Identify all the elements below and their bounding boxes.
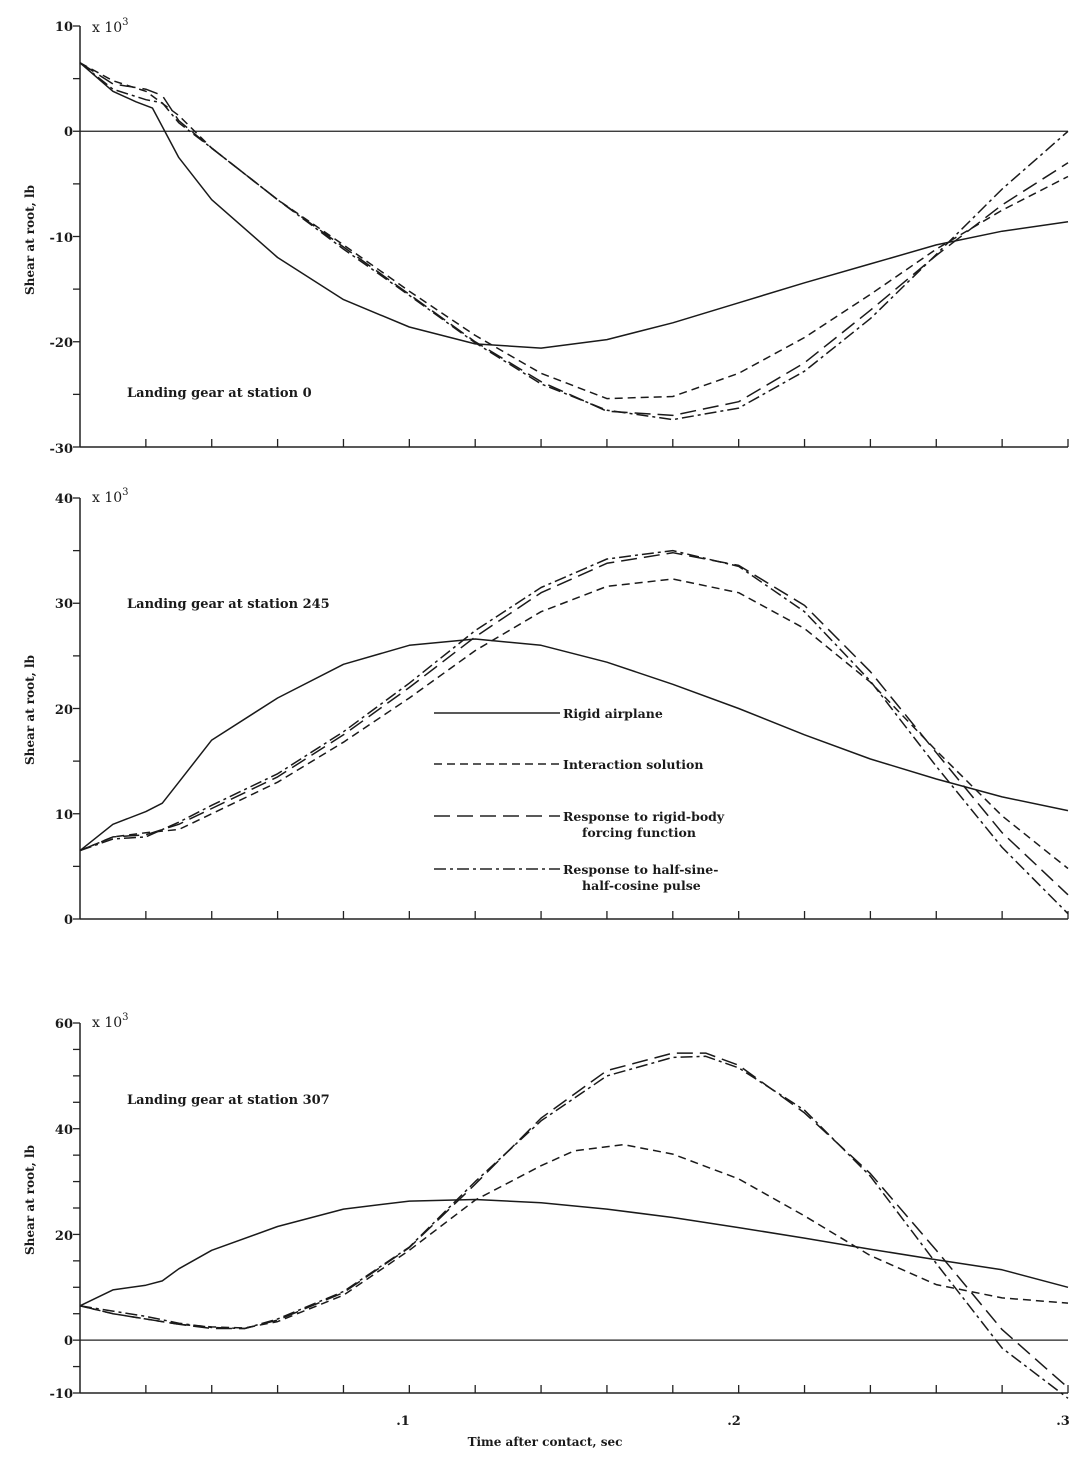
- series-line-dash: [79, 62, 1069, 400]
- series-line-dash: [79, 578, 1069, 870]
- y-tick-label: -20: [50, 336, 74, 351]
- panel-station-245: Landing gear at station 245 Shear at roo…: [23, 487, 725, 928]
- legend-label: Rigid airplane: [563, 706, 663, 721]
- y-tick-label: 0: [64, 125, 73, 140]
- multiplier-text: x 10: [92, 490, 122, 506]
- series-line-dashdot: [79, 1055, 1069, 1399]
- y-tick-label: 10: [55, 20, 73, 35]
- y-tick-label: 40: [55, 1123, 73, 1138]
- y-axis-label: Shear at root, lb: [23, 1145, 37, 1255]
- multiplier-label: x 103: [92, 17, 129, 36]
- panel-station-307: Landing gear at station 307 Shear at roo…: [23, 1012, 1069, 1449]
- y-axis-label: Shear at root, lb: [23, 655, 37, 765]
- series-line-solid: [79, 62, 1069, 349]
- multiplier-label: x 103: [92, 1012, 129, 1031]
- x-axis-label: Time after contact, sec: [468, 1435, 623, 1449]
- y-axis-label: Shear at root, lb: [23, 185, 37, 295]
- panel-label: Landing gear at station 307: [127, 1093, 330, 1108]
- panel-label: Landing gear at station 0: [127, 386, 312, 401]
- legend-label: Response to half-sine-: [563, 862, 718, 877]
- legend: Rigid airplane Interaction solution Resp…: [434, 706, 725, 893]
- panel-station-0: Landing gear at station 0 Shear at root,…: [23, 17, 312, 457]
- y-tick-label: 30: [55, 597, 73, 612]
- multiplier-label: x 103: [92, 487, 129, 506]
- multiplier-text: x 10: [92, 20, 122, 36]
- legend-label: forcing function: [582, 825, 696, 840]
- y-tick-label: 20: [55, 1229, 73, 1244]
- multiplier-text: x 10: [92, 1015, 122, 1031]
- y-tick-label: 60: [55, 1017, 73, 1032]
- x-tick-label: .1: [396, 1414, 410, 1429]
- legend-label: half-cosine pulse: [582, 878, 701, 893]
- y-tick-label: 40: [55, 492, 73, 507]
- y-tick-label: -10: [50, 1387, 74, 1402]
- x-tick-label: .3: [1056, 1414, 1069, 1429]
- series-line-longdash: [79, 62, 1069, 417]
- panel-plot-area: [73, 1022, 1069, 1399]
- legend-label: Response to rigid-body: [563, 809, 725, 824]
- panel-plot-area: [73, 497, 1069, 920]
- y-tick-label: 20: [55, 703, 73, 718]
- legend-label: Interaction solution: [563, 757, 703, 772]
- chart-marks: [73, 25, 1069, 1399]
- multiplier-exponent: 3: [122, 17, 128, 28]
- multiplier-exponent: 3: [122, 487, 128, 498]
- y-tick-label: 0: [64, 913, 73, 928]
- multiplier-exponent: 3: [122, 1012, 128, 1023]
- series-line-dashdot: [79, 549, 1069, 915]
- y-tick-label: 0: [64, 1334, 73, 1349]
- series-line-longdash: [79, 551, 1069, 896]
- series-line-solid: [79, 638, 1069, 852]
- panel-plot-area: [73, 25, 1069, 448]
- series-line-solid: [79, 1198, 1069, 1307]
- y-tick-label: -10: [50, 231, 74, 246]
- y-tick-label: 10: [55, 808, 73, 823]
- x-tick-label: .2: [727, 1414, 741, 1429]
- panel-label: Landing gear at station 245: [127, 597, 330, 612]
- series-line-dashdot: [79, 62, 1069, 421]
- series-line-dash: [79, 1143, 1069, 1329]
- y-tick-label: -30: [50, 442, 74, 457]
